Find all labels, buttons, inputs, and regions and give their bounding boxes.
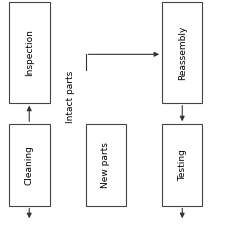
Text: Cleaning: Cleaning [25,145,34,185]
FancyBboxPatch shape [86,124,126,206]
Text: Intact parts: Intact parts [66,71,75,123]
FancyBboxPatch shape [162,124,202,206]
FancyBboxPatch shape [162,2,202,103]
Text: New parts: New parts [101,142,110,188]
Text: Inspection: Inspection [25,29,34,76]
Text: Testing: Testing [178,149,187,181]
Text: Reassembly: Reassembly [178,25,187,80]
FancyBboxPatch shape [9,124,50,206]
FancyBboxPatch shape [9,2,50,103]
